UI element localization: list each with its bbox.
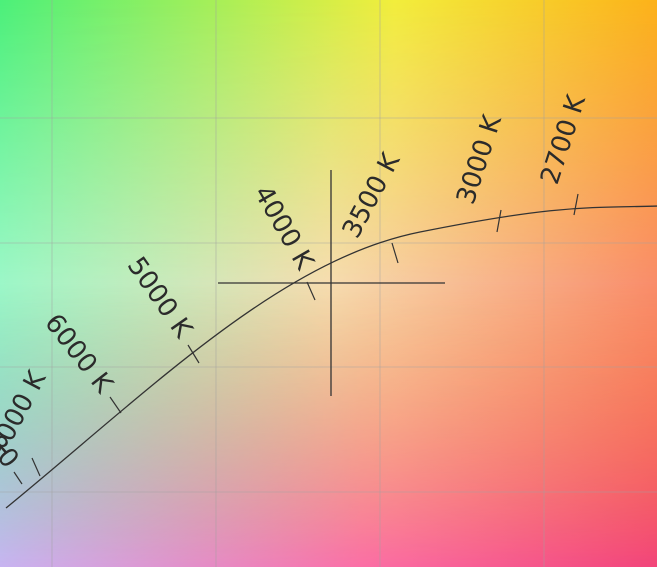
isotherm-tick [306,281,316,301]
planckian-locus-curve [5,205,657,509]
isotherm-tick [573,193,579,216]
isotherm-tick [31,457,41,477]
isotherm-tick [496,209,502,233]
isotherm-tick [187,344,200,364]
isotherm-tick [109,396,122,414]
crosshair-marker [218,170,445,396]
isotherm-tick [13,471,23,485]
isotherm-tick [391,242,399,264]
